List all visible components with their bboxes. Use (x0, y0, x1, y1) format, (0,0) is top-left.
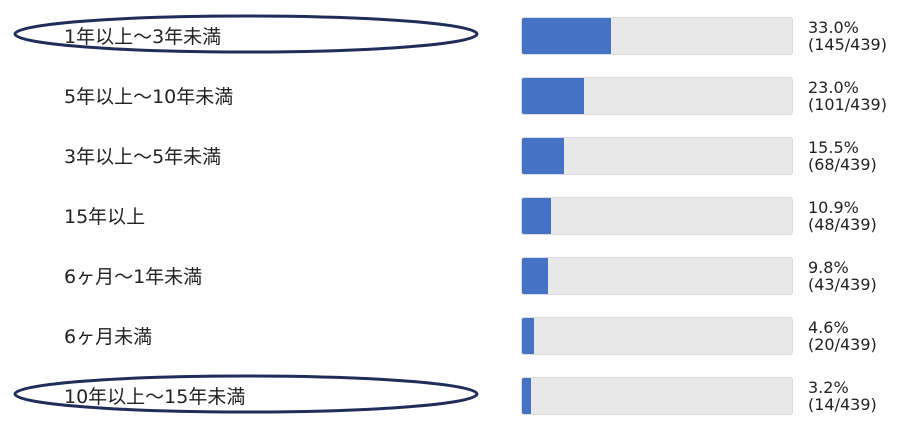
percent-label: 4.6% (808, 318, 849, 337)
bar-track (521, 17, 793, 55)
bar-track (521, 137, 793, 175)
percent-label: 15.5% (808, 138, 859, 157)
bar (522, 378, 531, 414)
category-label: 6ヶ月～1年未満 (64, 266, 203, 288)
highlight-ellipse-shape (13, 14, 479, 54)
bar-track (521, 197, 793, 235)
bar-track (521, 377, 793, 415)
highlight-ellipse (13, 374, 479, 414)
bar-row: 5年以上～10年未満 23.0% (101/439) (0, 67, 897, 127)
category-label: 1年以上～3年未満 (64, 26, 222, 48)
bar-row: 1年以上～3年未満 33.0% (145/439) (0, 7, 897, 67)
count-label: (101/439) (808, 95, 887, 114)
count-label: (145/439) (808, 35, 887, 54)
bar-row: 15年以上 10.9% (48/439) (0, 187, 897, 247)
percent-label: 10.9% (808, 198, 859, 217)
bar (522, 78, 585, 114)
percent-label: 33.0% (808, 18, 859, 37)
bar (522, 258, 549, 294)
count-label: (14/439) (808, 395, 877, 414)
count-label: (20/439) (808, 335, 877, 354)
bar-row: 10年以上～15年未満 3.2% (14/439) (0, 367, 897, 427)
percent-label: 23.0% (808, 78, 859, 97)
count-label: (48/439) (808, 215, 877, 234)
category-label: 15年以上 (64, 206, 146, 228)
bar (522, 318, 535, 354)
category-label: 6ヶ月未満 (64, 326, 153, 348)
highlight-ellipse (13, 14, 479, 54)
count-label: (43/439) (808, 275, 877, 294)
category-label: 5年以上～10年未満 (64, 86, 234, 108)
category-label: 10年以上～15年未満 (64, 386, 246, 408)
bar-track (521, 257, 793, 295)
bar-track (521, 77, 793, 115)
bar (522, 18, 612, 54)
count-label: (68/439) (808, 155, 877, 174)
bar (522, 138, 564, 174)
bar-row: 6ヶ月未満 4.6% (20/439) (0, 307, 897, 367)
bar (522, 198, 552, 234)
bar-row: 3年以上～5年未満 15.5% (68/439) (0, 127, 897, 187)
bar-row: 6ヶ月～1年未満 9.8% (43/439) (0, 247, 897, 307)
percent-label: 9.8% (808, 258, 849, 277)
bar-track (521, 317, 793, 355)
category-label: 3年以上～5年未満 (64, 146, 222, 168)
highlight-ellipse-shape (13, 374, 479, 414)
percent-label: 3.2% (808, 378, 849, 397)
